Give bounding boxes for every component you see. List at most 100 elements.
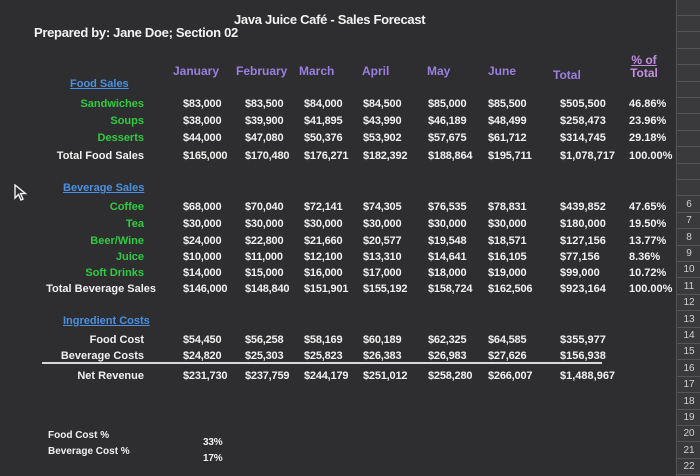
row-number[interactable] [677,0,700,16]
total-food-sales-cell[interactable]: $165,000 [183,150,228,162]
sandwiches-cell[interactable]: $85,500 [488,98,527,110]
coffee-cell[interactable]: $70,040 [245,201,284,213]
soft-drinks-cell[interactable]: $17,000 [363,267,402,279]
desserts-label[interactable]: Desserts [97,132,144,144]
sandwiches-cell[interactable]: $83,000 [183,98,222,110]
beer-wine-cell[interactable]: $18,571 [488,235,527,247]
tea-cell[interactable]: $30,000 [363,218,402,230]
juice-cell[interactable]: $10,000 [183,251,222,263]
month-header-february[interactable]: February [236,64,288,78]
row-number[interactable]: 16 [677,361,700,377]
soft-drinks-cell[interactable]: $14,000 [183,267,222,279]
row-number[interactable]: 10 [677,262,700,279]
net-revenue-cell[interactable]: $237,759 [245,370,290,382]
beer-wine-total[interactable]: $127,156 [560,235,606,247]
row-number[interactable]: 13 [677,312,700,328]
food-sales-heading[interactable]: Food Sales [70,78,129,90]
desserts-cell[interactable]: $44,000 [183,132,222,144]
soft-drinks-total[interactable]: $99,000 [560,267,600,279]
row-number[interactable] [677,33,700,49]
total-food-sales-cell[interactable]: $188,864 [428,150,473,162]
total-food-sales-cell[interactable]: $182,392 [363,150,408,162]
net-revenue-label[interactable]: Net Revenue [77,370,144,382]
beverage-costs-total[interactable]: $156,938 [560,350,606,362]
soft-drinks-cell[interactable]: $15,000 [245,267,284,279]
beverage-costs-cell[interactable]: $26,983 [428,350,467,362]
total-beverage-sales-total[interactable]: $923,164 [560,283,606,295]
total-food-sales-pct[interactable]: 100.00% [629,150,673,162]
sandwiches-cell[interactable]: $83,500 [245,98,284,110]
total-food-sales-cell[interactable]: $176,271 [304,150,349,162]
coffee-cell[interactable]: $68,000 [183,201,222,213]
ingredient-costs-heading[interactable]: Ingredient Costs [63,315,150,327]
coffee-cell[interactable]: $76,535 [428,201,467,213]
net-revenue-total[interactable]: $1,488,967 [560,370,616,382]
total-beverage-sales-cell[interactable]: $162,506 [488,283,533,295]
row-number[interactable] [677,98,700,115]
row-number[interactable] [677,115,700,131]
desserts-cell[interactable]: $53,902 [363,132,402,144]
row-number[interactable] [677,66,700,82]
soft-drinks-cell[interactable]: $18,000 [428,267,467,279]
row-number[interactable] [677,82,700,98]
tea-cell[interactable]: $30,000 [428,218,467,230]
beverage-sales-heading[interactable]: Beverage Sales [63,182,145,194]
beverage-cost-pct-label[interactable]: Beverage Cost % [48,446,130,457]
beer-wine-label[interactable]: Beer/Wine [90,235,144,247]
coffee-cell[interactable]: $74,305 [363,201,402,213]
tea-cell[interactable]: $30,000 [304,218,343,230]
sandwiches-pct[interactable]: 46.86% [629,98,667,110]
soups-cell[interactable]: $39,900 [245,115,284,127]
beer-wine-cell[interactable]: $21,660 [304,235,343,247]
food-cost-pct-label[interactable]: Food Cost % [48,430,110,441]
row-number[interactable]: 14 [677,328,700,344]
net-revenue-cell[interactable]: $244,179 [304,370,349,382]
desserts-cell[interactable]: $50,376 [304,132,343,144]
total-food-sales-cell[interactable]: $170,480 [245,150,290,162]
row-number[interactable] [677,131,700,148]
juice-cell[interactable]: $14,641 [428,251,467,263]
food-cost-cell[interactable]: $56,258 [245,334,284,346]
month-header-january[interactable]: January [173,64,220,78]
tea-cell[interactable]: $30,000 [245,218,284,230]
total-beverage-sales-cell[interactable]: $148,840 [245,283,290,295]
juice-cell[interactable]: $11,000 [245,251,283,263]
row-number[interactable]: 21 [677,443,700,459]
soft-drinks-label[interactable]: Soft Drinks [85,267,144,279]
beer-wine-cell[interactable]: $24,000 [183,235,222,247]
total-food-sales-label[interactable]: Total Food Sales [56,150,144,162]
soups-label[interactable]: Soups [110,115,144,127]
row-number[interactable]: 12 [677,295,700,312]
sandwiches-cell[interactable]: $84,000 [304,98,343,110]
coffee-label[interactable]: Coffee [109,201,144,213]
row-number[interactable]: 6 [677,197,700,213]
beer-wine-pct[interactable]: 13.77% [629,235,667,247]
row-number[interactable] [677,148,700,164]
total-beverage-sales-label[interactable]: Total Beverage Sales [46,283,156,295]
row-number[interactable]: 18 [677,394,700,410]
coffee-cell[interactable]: $78,831 [488,201,527,213]
row-number[interactable]: 15 [677,344,700,361]
desserts-cell[interactable]: $57,675 [428,132,467,144]
month-header-june[interactable]: June [488,64,517,78]
tea-cell[interactable]: $30,000 [488,218,527,230]
net-revenue-cell[interactable]: $231,730 [183,370,228,382]
juice-cell[interactable]: $13,310 [363,251,402,263]
sandwiches-label[interactable]: Sandwiches [80,98,144,110]
row-number[interactable]: 9 [677,246,700,262]
beer-wine-cell[interactable]: $22,800 [245,235,284,247]
tea-total[interactable]: $180,000 [560,218,606,230]
food-cost-total[interactable]: $355,977 [560,334,606,346]
total-food-sales-total[interactable]: $1,078,717 [560,150,616,162]
coffee-total[interactable]: $439,852 [560,201,606,213]
sandwiches-cell[interactable]: $85,000 [428,98,467,110]
food-cost-pct-value[interactable]: 33% [203,437,223,448]
row-number[interactable]: 11 [677,279,700,295]
beer-wine-cell[interactable]: $19,548 [428,235,467,247]
row-number[interactable] [677,49,700,66]
net-revenue-cell[interactable]: $266,007 [488,370,533,382]
total-header[interactable]: Total [553,68,581,82]
row-number[interactable]: 7 [677,213,700,230]
total-food-sales-cell[interactable]: $195,711 [488,150,532,162]
beverage-costs-cell[interactable]: $26,383 [363,350,402,362]
